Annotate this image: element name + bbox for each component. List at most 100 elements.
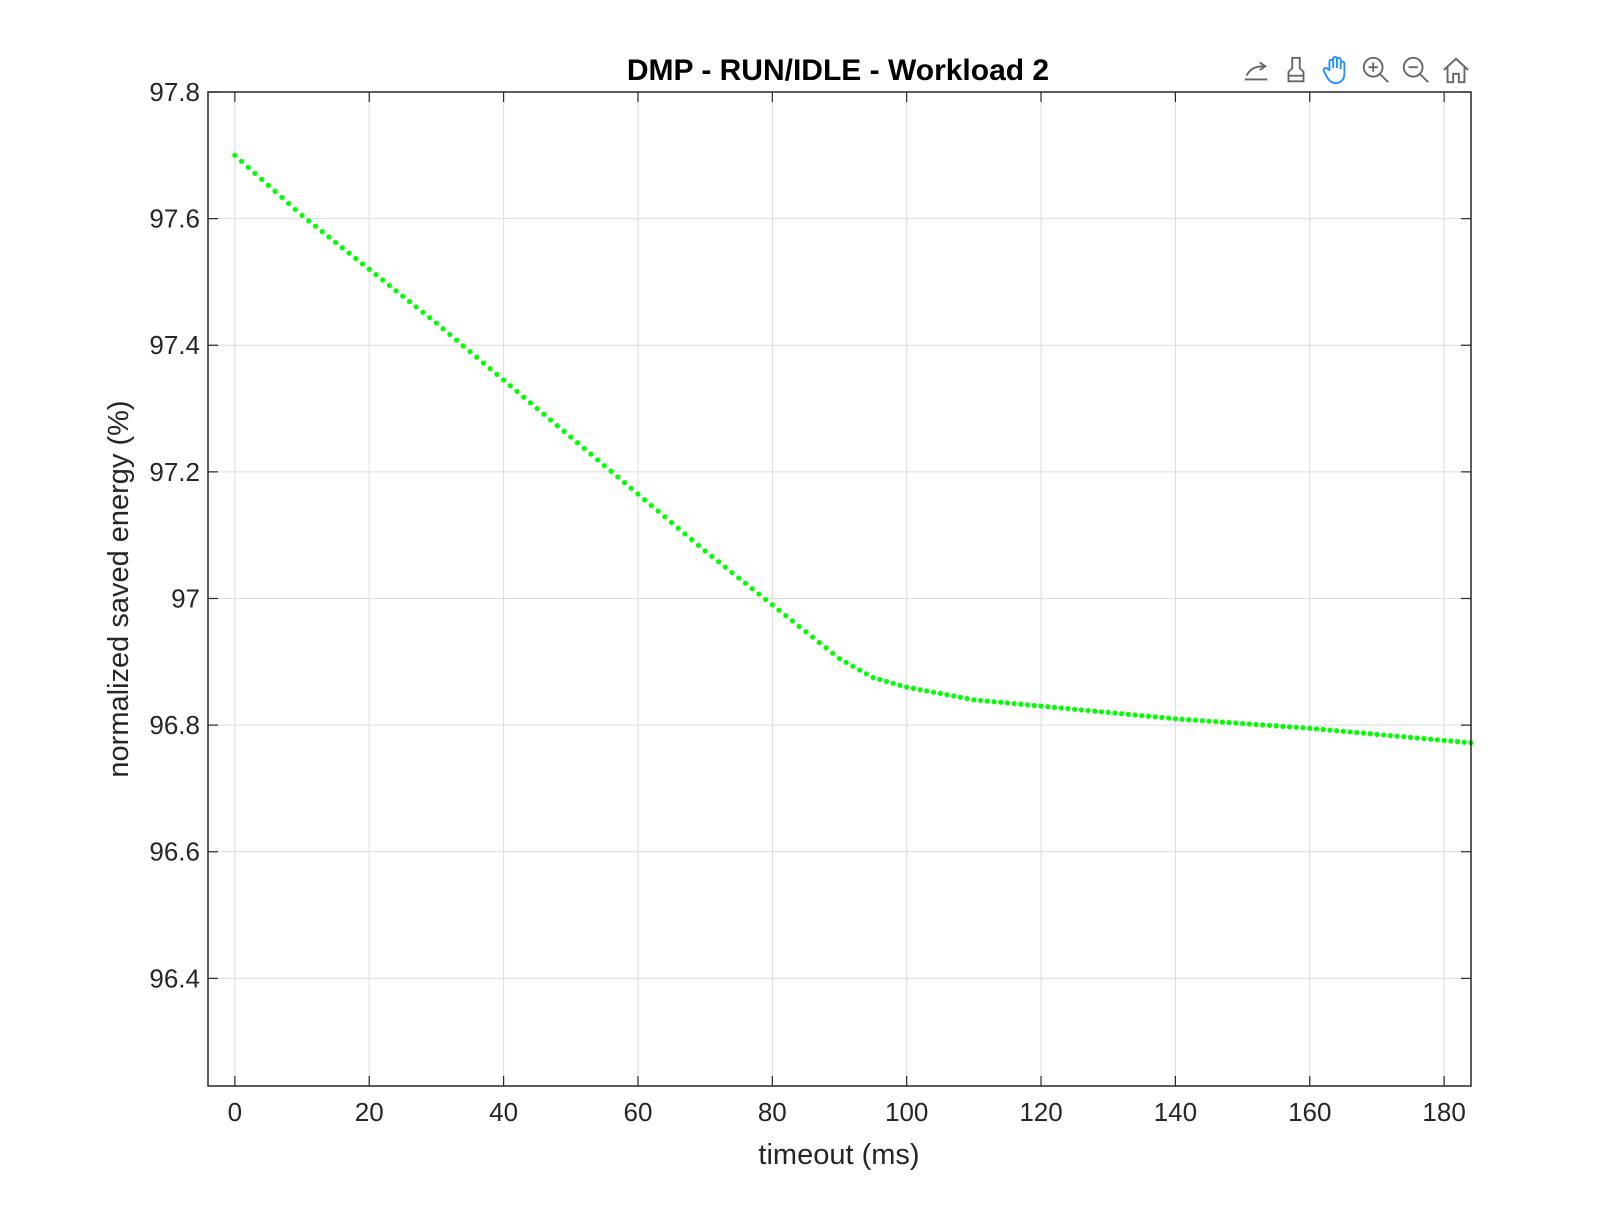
data-point <box>930 689 937 695</box>
data-point <box>1454 739 1461 745</box>
x-axis-label: timeout (ms) <box>758 1139 919 1171</box>
data-point <box>803 629 809 635</box>
data-point <box>1347 729 1353 735</box>
data-point <box>1374 731 1380 737</box>
data-point <box>554 423 560 429</box>
data-point <box>232 152 238 158</box>
data-point <box>433 320 440 326</box>
data-point <box>1307 725 1313 731</box>
data-point <box>1031 702 1037 709</box>
data-point <box>729 569 735 576</box>
data-point <box>1461 739 1467 745</box>
data-point <box>1334 728 1340 734</box>
annotate-tool-button[interactable] <box>1240 52 1272 88</box>
data-point <box>1139 713 1145 719</box>
data-point <box>272 188 278 194</box>
zoom-in-tool-button[interactable] <box>1360 52 1392 88</box>
data-point <box>648 502 654 509</box>
data-point <box>910 685 916 692</box>
data-point <box>823 645 829 651</box>
y-axis-label: normalized saved energy (%) <box>103 400 135 777</box>
data-point <box>1260 722 1266 728</box>
data-point <box>1233 720 1239 726</box>
data-point <box>1152 714 1158 720</box>
x-tick-label: 180 <box>1422 1097 1465 1127</box>
data-point <box>769 602 775 608</box>
data-point <box>1441 737 1447 744</box>
data-point <box>474 354 480 360</box>
data-point <box>514 388 520 395</box>
data-point <box>1092 708 1098 714</box>
data-point <box>1266 722 1273 729</box>
data-point <box>937 690 943 697</box>
data-point <box>863 671 869 677</box>
data-point <box>1105 709 1111 716</box>
data-point <box>1448 738 1454 744</box>
data-point <box>339 245 345 251</box>
figure-toolbar <box>1240 52 1472 88</box>
data-point <box>998 699 1004 705</box>
data-point <box>1401 734 1407 740</box>
y-tick-label: 96.8 <box>149 710 200 740</box>
data-point <box>1172 716 1179 722</box>
data-point <box>400 293 406 299</box>
data-point <box>1273 723 1279 729</box>
data-point <box>944 692 950 698</box>
data-point <box>1065 706 1071 712</box>
data-point <box>1434 737 1441 743</box>
data-point <box>1072 706 1078 712</box>
x-tick-label: 60 <box>623 1097 652 1127</box>
data-point <box>904 684 910 690</box>
y-tick-label: 97.8 <box>149 77 200 107</box>
data-point <box>393 288 399 294</box>
data-point <box>527 400 534 406</box>
data-point <box>279 194 285 201</box>
data-point <box>951 693 957 699</box>
data-point <box>1394 733 1400 739</box>
pan-icon <box>1322 55 1346 85</box>
data-point <box>977 697 984 704</box>
x-tick-label: 140 <box>1154 1097 1197 1127</box>
data-point <box>783 612 789 619</box>
data-point <box>1428 736 1434 742</box>
data-point <box>588 451 594 457</box>
data-point <box>924 688 930 694</box>
data-point <box>366 266 372 272</box>
data-point <box>776 607 782 613</box>
zoom-out-tool-button[interactable] <box>1400 52 1432 88</box>
data-point <box>413 304 419 310</box>
data-point <box>1199 718 1205 724</box>
axes-box <box>207 91 1472 1087</box>
data-series <box>232 152 1474 746</box>
data-point <box>1051 704 1058 710</box>
data-point <box>1159 714 1165 721</box>
data-point <box>252 170 258 176</box>
data-point <box>541 411 547 417</box>
data-point <box>1340 728 1346 734</box>
data-point <box>709 553 715 559</box>
data-point <box>749 586 755 592</box>
data-point <box>1132 712 1138 718</box>
data-point <box>386 282 392 289</box>
data-point <box>507 383 513 389</box>
y-tick-label: 96.6 <box>149 837 200 867</box>
data-point <box>312 223 319 229</box>
brush-tool-button[interactable] <box>1280 52 1312 88</box>
y-tick-label: 97.2 <box>149 457 200 487</box>
home-tool-button[interactable] <box>1440 52 1472 88</box>
data-point <box>991 699 997 705</box>
pan-tool-button[interactable] <box>1320 52 1352 88</box>
data-point <box>1058 705 1064 711</box>
data-point <box>1018 701 1024 707</box>
data-point <box>1192 717 1199 723</box>
grid <box>208 91 1471 1086</box>
data-point <box>500 377 507 383</box>
data-point <box>1025 702 1031 708</box>
data-point <box>286 200 292 207</box>
data-point <box>628 485 634 491</box>
data-point <box>877 676 883 683</box>
data-point <box>796 623 802 629</box>
data-point <box>897 682 903 688</box>
